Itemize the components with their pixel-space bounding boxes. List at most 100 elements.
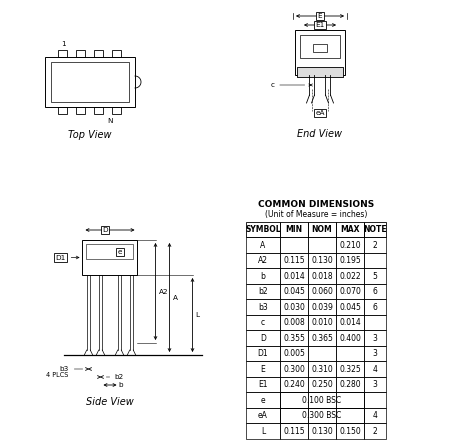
Text: End View: End View <box>298 129 343 139</box>
Bar <box>112 107 121 114</box>
Text: 3: 3 <box>373 380 377 389</box>
Bar <box>86 244 134 259</box>
Bar <box>112 50 121 57</box>
Text: COMMON DIMENSIONS: COMMON DIMENSIONS <box>258 200 374 209</box>
Bar <box>308 268 336 284</box>
Bar <box>336 222 364 237</box>
Bar <box>364 315 386 331</box>
Bar <box>94 107 103 114</box>
Text: 0.130: 0.130 <box>311 427 333 436</box>
Bar <box>280 346 308 362</box>
Bar <box>280 284 308 300</box>
Text: 2: 2 <box>373 427 377 436</box>
Bar <box>364 253 386 268</box>
Text: 4 PLCS: 4 PLCS <box>46 372 69 378</box>
Bar <box>280 392 364 408</box>
Bar <box>308 392 336 408</box>
Text: A: A <box>260 241 265 250</box>
Text: 6: 6 <box>373 303 377 312</box>
Text: E: E <box>261 365 265 374</box>
Text: 0.130: 0.130 <box>311 256 333 265</box>
Text: 0.060: 0.060 <box>311 287 333 296</box>
Bar <box>364 284 386 300</box>
Text: Side View: Side View <box>86 397 134 407</box>
Bar <box>280 268 308 284</box>
Bar <box>280 237 308 253</box>
Text: MIN: MIN <box>285 225 302 234</box>
Bar <box>308 346 336 362</box>
Text: 0.010: 0.010 <box>311 318 333 327</box>
Text: b: b <box>261 272 265 281</box>
Text: 0.240: 0.240 <box>283 380 305 389</box>
Text: b: b <box>118 382 123 388</box>
Bar <box>280 362 308 377</box>
Text: 0.365: 0.365 <box>311 334 333 343</box>
Bar <box>308 362 336 377</box>
Bar <box>246 346 280 362</box>
Bar <box>246 392 280 408</box>
Text: c: c <box>271 82 275 88</box>
Bar <box>364 377 386 392</box>
Text: 0.115: 0.115 <box>283 256 305 265</box>
Text: c: c <box>261 318 265 327</box>
Text: A2: A2 <box>258 256 268 265</box>
Text: 0.310: 0.310 <box>311 365 333 374</box>
Text: 0.045: 0.045 <box>339 303 361 312</box>
Bar <box>308 408 336 423</box>
Bar <box>336 408 364 423</box>
Bar <box>246 268 280 284</box>
Text: e: e <box>261 396 265 405</box>
Bar <box>246 331 280 346</box>
Bar <box>336 315 364 331</box>
Text: D: D <box>102 227 108 233</box>
Text: D1: D1 <box>258 349 268 358</box>
Text: 0.008: 0.008 <box>283 318 305 327</box>
Bar <box>246 377 280 392</box>
Bar <box>308 253 336 268</box>
Bar <box>336 331 364 346</box>
Text: MAX: MAX <box>340 225 360 234</box>
Text: 6: 6 <box>373 287 377 296</box>
Bar <box>308 222 336 237</box>
Bar <box>336 284 364 300</box>
Text: (Unit of Measure = inches): (Unit of Measure = inches) <box>265 210 367 219</box>
Text: eA: eA <box>315 110 325 116</box>
Text: NOM: NOM <box>311 225 332 234</box>
Bar <box>58 107 67 114</box>
Text: 3: 3 <box>373 349 377 358</box>
Text: N: N <box>107 118 113 124</box>
Bar <box>45 57 135 107</box>
Bar <box>364 222 386 237</box>
Text: 0.030: 0.030 <box>283 303 305 312</box>
Bar <box>364 392 386 408</box>
Bar <box>280 331 308 346</box>
Text: L: L <box>261 427 265 436</box>
Text: 0.014: 0.014 <box>339 318 361 327</box>
Text: 0.210: 0.210 <box>339 241 361 250</box>
Bar <box>280 253 308 268</box>
Bar <box>308 284 336 300</box>
Text: e: e <box>118 249 122 255</box>
Bar <box>336 268 364 284</box>
Bar <box>364 423 386 439</box>
Bar <box>308 331 336 346</box>
Bar <box>364 268 386 284</box>
Bar <box>58 50 67 57</box>
Bar <box>308 315 336 331</box>
Bar <box>280 222 308 237</box>
Text: 0.300 BSC: 0.300 BSC <box>302 411 342 420</box>
Bar <box>308 423 336 439</box>
Text: Top View: Top View <box>68 130 112 140</box>
Bar <box>336 392 364 408</box>
Bar <box>336 300 364 315</box>
Text: L: L <box>195 312 200 318</box>
Text: 3: 3 <box>373 334 377 343</box>
Text: E: E <box>318 13 322 19</box>
Bar <box>364 237 386 253</box>
Bar <box>246 253 280 268</box>
Bar <box>76 107 85 114</box>
Bar <box>308 300 336 315</box>
Text: D1: D1 <box>55 254 65 260</box>
Bar <box>280 300 308 315</box>
Bar <box>246 300 280 315</box>
